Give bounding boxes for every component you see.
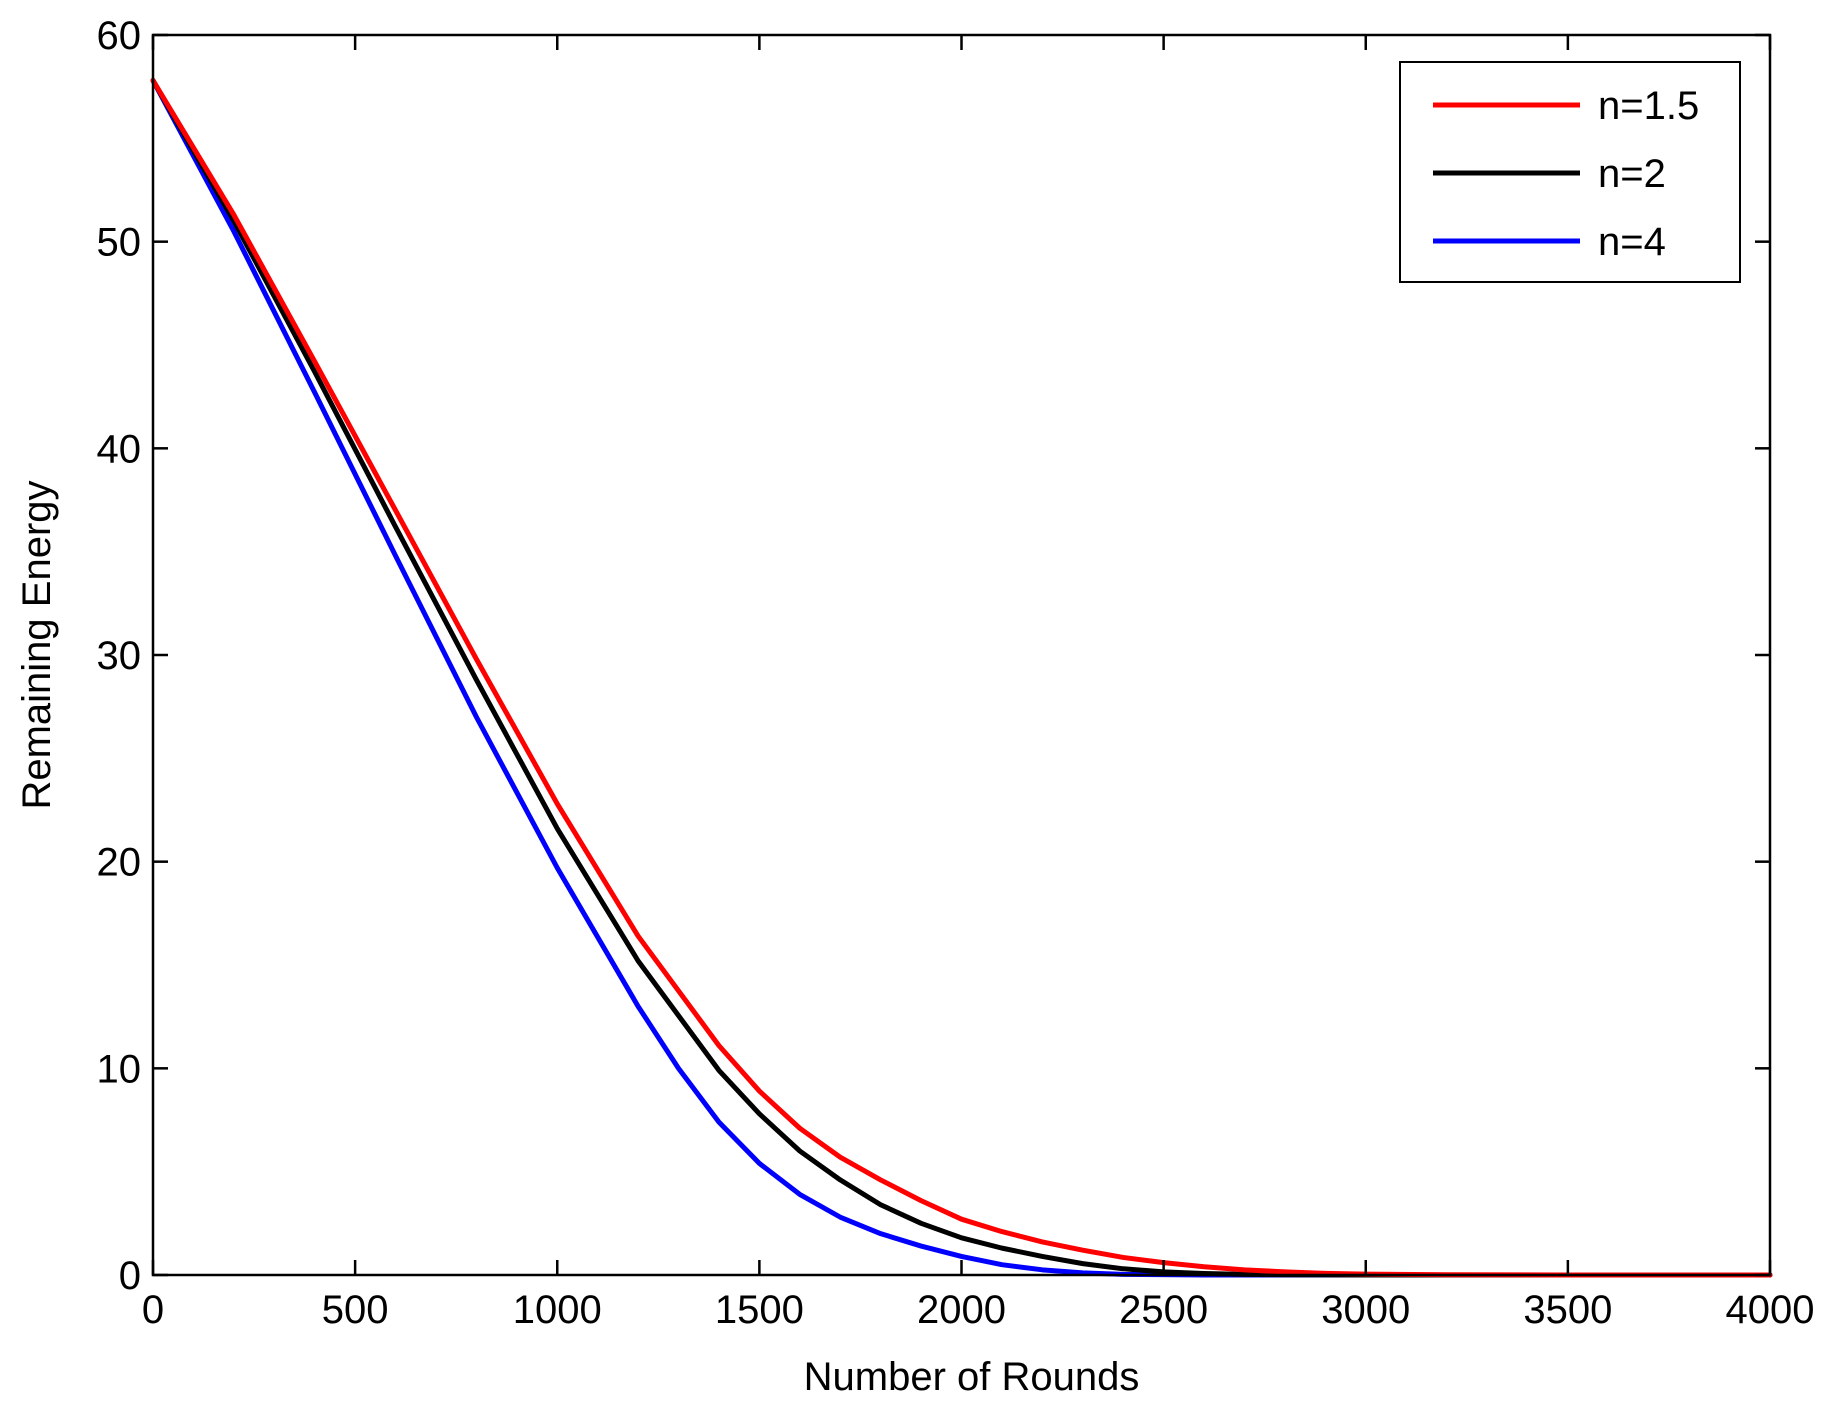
legend-label: n=1.5 [1598,84,1699,128]
x-tick-label: 0 [142,1288,164,1332]
x-tick-label: 3500 [1523,1288,1612,1332]
y-tick-label: 50 [97,221,142,265]
y-axis-title: Remaining Energy [15,480,59,809]
x-tick-label: 4000 [1726,1288,1815,1332]
x-tick-label: 1500 [715,1288,804,1332]
x-tick-label: 1000 [513,1288,602,1332]
x-axis-title: Number of Rounds [804,1355,1140,1399]
series-line-n-1-5 [150,77,1773,1278]
tick-layer [151,33,1772,1277]
x-tick-label: 2500 [1119,1288,1208,1332]
y-tick-label: 40 [97,427,142,471]
y-tick-label: 20 [97,841,142,885]
x-tick-label: 2000 [917,1288,1006,1332]
legend-entries: n=1.5 n=2 n=4 [1433,84,1699,264]
y-tick-label: 60 [97,14,142,58]
tick-label-layer: 0 500 1000 1500 2000 2500 3000 3500 4000 0 10 20 30 4… [97,14,1815,1332]
y-tick-label: 30 [97,634,142,678]
legend-label: n=4 [1598,220,1666,264]
x-tick-label: 3000 [1321,1288,1410,1332]
y-tick-label: 0 [119,1254,141,1298]
y-tick-label: 10 [97,1047,142,1091]
x-tick-label: 500 [322,1288,389,1332]
legend: n=1.5 n=2 n=4 [1399,61,1741,283]
legend-label: n=2 [1598,152,1666,196]
